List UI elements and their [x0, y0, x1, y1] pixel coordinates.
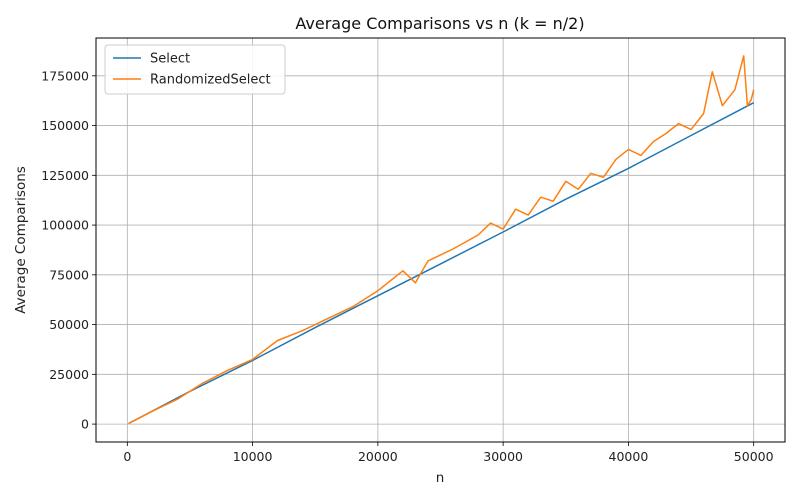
x-tick-label: 0: [123, 449, 131, 464]
x-tick-label: 20000: [358, 449, 398, 464]
plot-frame: [95, 37, 786, 443]
x-tick-label: 30000: [483, 449, 523, 464]
y-tick-label: 125000: [41, 168, 89, 183]
y-tick-label: 0: [81, 417, 89, 432]
y-tick-label: 50000: [49, 317, 89, 332]
x-tick-label: 10000: [233, 449, 273, 464]
y-tick-label: 175000: [41, 68, 89, 83]
legend-label-randomizedselect: RandomizedSelect: [150, 73, 271, 88]
x-tick-label: 40000: [609, 449, 649, 464]
grid: [96, 38, 785, 442]
x-tick-label: 50000: [734, 449, 774, 464]
y-tick-label: 75000: [49, 267, 89, 282]
series-line-randomizedselect: [128, 55, 755, 425]
series-layer: [128, 55, 755, 425]
y-axis-title: Average Comparisons: [13, 166, 29, 314]
y-tick-label: 25000: [49, 367, 89, 382]
legend-box: [104, 44, 286, 95]
x-axis-title: n: [436, 470, 445, 486]
y-tick-label: 150000: [41, 118, 89, 133]
y-tick-label: 100000: [41, 218, 89, 233]
ticks: 0 10000 20000 30000 40000 50000 0 25000 50000 750…: [41, 68, 773, 464]
series-line-select: [128, 102, 755, 425]
chart-title: Average Comparisons vs n (k = n/2): [295, 14, 584, 33]
legend: Select RandomizedSelect: [104, 44, 286, 95]
legend-label-select: Select: [150, 52, 190, 67]
